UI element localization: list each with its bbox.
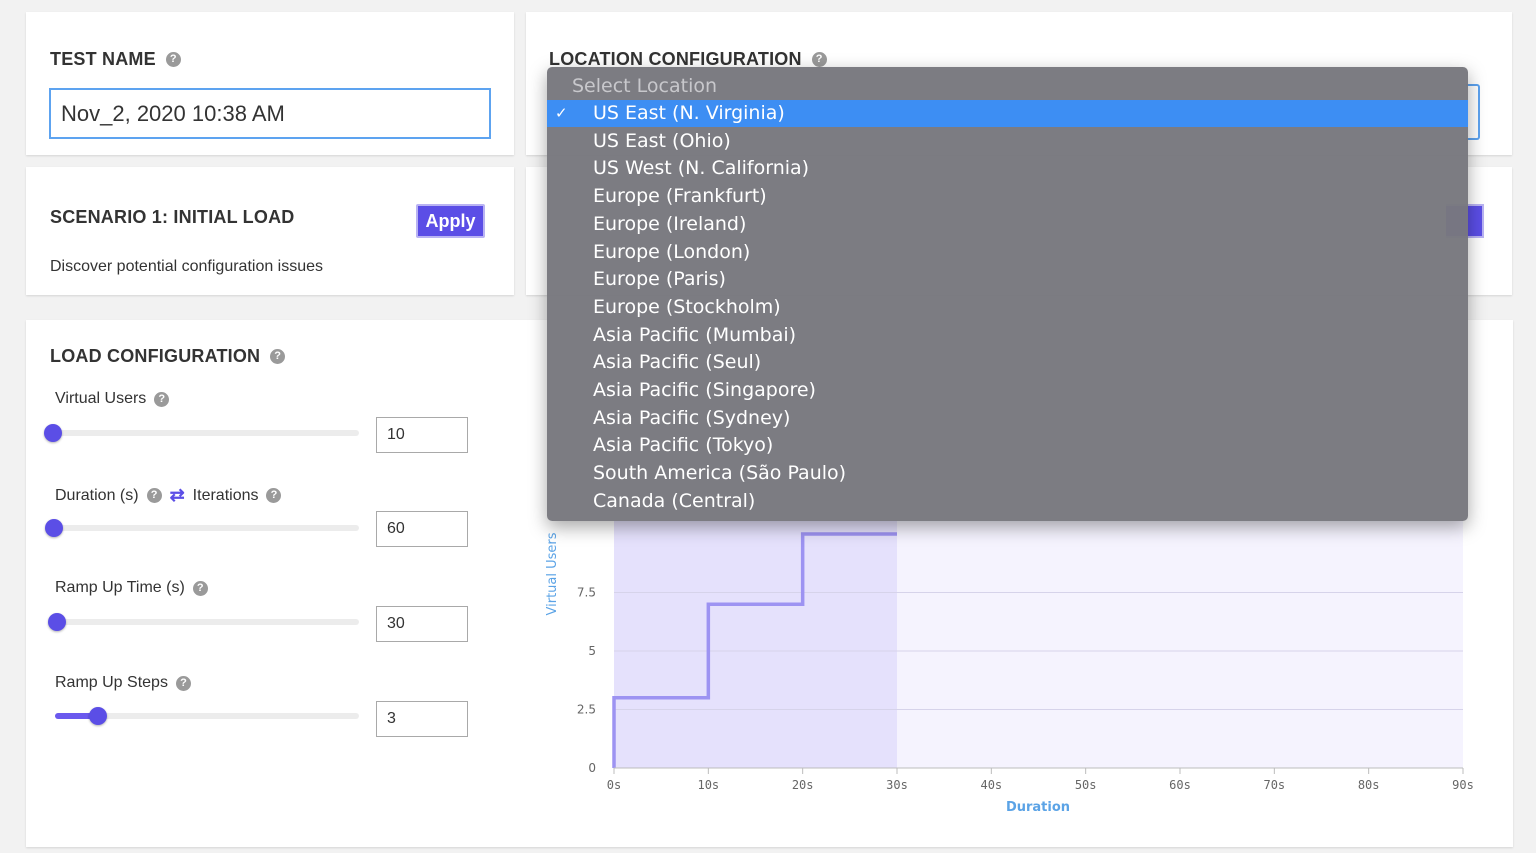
- y-tick-label: 0: [588, 761, 596, 775]
- y-tick-label: 7.5: [577, 586, 596, 600]
- help-icon[interactable]: ?: [266, 488, 282, 503]
- y-tick-label: 5: [588, 644, 596, 658]
- location-option-label: US East (N. Virginia): [593, 102, 785, 124]
- location-option[interactable]: South America (São Paulo): [547, 460, 1468, 487]
- location-option[interactable]: Europe (Ireland): [547, 211, 1468, 238]
- help-icon[interactable]: ?: [270, 349, 286, 364]
- chart-y-axis-label: Virtual Users: [545, 532, 560, 615]
- ramp-up-time-label-row: Ramp Up Time (s) ?: [55, 579, 208, 597]
- location-dropdown[interactable]: Select Location ✓ US East (N. Virginia) US…: [547, 67, 1468, 521]
- location-option-label: Europe (Stockholm): [593, 295, 781, 318]
- x-tick-label: 30s: [886, 778, 908, 792]
- location-option-label: Asia Pacific (Tokyo): [593, 434, 774, 457]
- location-option-label: Asia Pacific (Mumbai): [593, 323, 797, 346]
- chart-x-axis-label: Duration: [1006, 800, 1070, 815]
- x-tick-label: 90s: [1452, 778, 1474, 792]
- y-ticks: 0 2.5 5 7.5: [577, 586, 596, 775]
- location-option-label: Asia Pacific (Singapore): [593, 379, 816, 401]
- help-icon[interactable]: ?: [154, 391, 170, 407]
- virtual-users-slider-track[interactable]: [55, 430, 359, 436]
- location-option[interactable]: Asia Pacific (Seul): [547, 349, 1468, 376]
- ramp-up-steps-slider-fill: [55, 713, 99, 719]
- location-config-title-row: LOCATION CONFIGURATION ?: [549, 49, 827, 70]
- test-name-title: TEST NAME: [50, 49, 156, 69]
- iterations-label[interactable]: Iterations: [192, 486, 259, 504]
- ramp-up-time-label: Ramp Up Time (s): [55, 579, 185, 596]
- location-option-label: South America (São Paulo): [593, 462, 847, 485]
- ramp-up-steps-slider-thumb[interactable]: [89, 707, 107, 725]
- help-icon[interactable]: ?: [175, 675, 191, 691]
- location-option-label: Europe (London): [593, 240, 751, 263]
- x-tick-label: 10s: [697, 778, 719, 792]
- x-ticks: 0s 10s 20s 30s 40s 50s 60s 70s 80s 90s: [607, 768, 1474, 792]
- location-option[interactable]: Asia Pacific (Tokyo): [547, 432, 1468, 459]
- scenario-title: SCENARIO 1: INITIAL LOAD: [50, 207, 295, 227]
- location-option[interactable]: Europe (London): [547, 239, 1468, 266]
- duration-label: Duration (s): [55, 486, 139, 504]
- ramp-up-steps-label-row: Ramp Up Steps ?: [55, 674, 191, 692]
- scenario-description: Discover potential configuration issues: [50, 258, 324, 275]
- swap-arrows-icon[interactable]: ⇄: [169, 485, 185, 505]
- location-option-label: US East (Ohio): [593, 129, 731, 152]
- location-option[interactable]: Europe (Frankfurt): [547, 183, 1468, 210]
- test-name-title-row: TEST NAME ?: [50, 49, 181, 70]
- location-option[interactable]: Europe (Stockholm): [547, 294, 1468, 321]
- load-config-title-row: LOAD CONFIGURATION ?: [50, 346, 286, 367]
- test-name-input[interactable]: [49, 88, 491, 139]
- x-tick-label: 60s: [1169, 778, 1191, 792]
- location-option[interactable]: Asia Pacific (Mumbai): [547, 322, 1468, 349]
- virtual-users-slider-thumb[interactable]: [44, 424, 62, 442]
- ramp-up-time-slider-thumb[interactable]: [48, 613, 66, 631]
- help-icon[interactable]: ?: [811, 52, 827, 67]
- location-config-title: LOCATION CONFIGURATION: [549, 49, 802, 69]
- y-tick-label: 2.5: [577, 703, 596, 717]
- ramp-up-steps-slider-track[interactable]: [55, 713, 359, 719]
- x-tick-label: 70s: [1263, 778, 1285, 792]
- duration-input[interactable]: [376, 511, 468, 547]
- help-icon[interactable]: ?: [146, 488, 162, 503]
- location-option-label: Asia Pacific (Seul): [593, 351, 762, 374]
- location-option[interactable]: ✓ US East (N. Virginia): [547, 100, 1468, 127]
- virtual-users-label-row: Virtual Users ?: [55, 390, 170, 408]
- ramp-up-time-slider-track[interactable]: [55, 619, 359, 625]
- x-tick-label: 20s: [792, 778, 814, 792]
- ramp-up-steps-input[interactable]: [376, 701, 468, 737]
- series-line: [612, 532, 897, 768]
- location-dropdown-placeholder: Select Location: [572, 75, 718, 97]
- x-tick-label: 80s: [1358, 778, 1380, 792]
- location-option[interactable]: Canada (Central): [547, 488, 1468, 515]
- ramp-up-time-input[interactable]: [376, 606, 468, 642]
- location-option-label: Asia Pacific (Sydney): [593, 406, 791, 429]
- check-icon: ✓: [555, 104, 568, 122]
- chart-plot-area: [614, 520, 1463, 768]
- x-tick-label: 0s: [607, 778, 621, 792]
- virtual-users-input[interactable]: [376, 417, 468, 453]
- apply-button[interactable]: Apply: [416, 204, 485, 238]
- location-option[interactable]: US West (N. California): [547, 155, 1468, 182]
- chart-gridlines: [614, 592, 1463, 711]
- location-option-label: Canada (Central): [593, 489, 756, 512]
- load-config-title: LOAD CONFIGURATION: [50, 346, 261, 366]
- duration-slider-track[interactable]: [55, 525, 359, 531]
- virtual-users-label: Virtual Users: [55, 390, 147, 407]
- duration-label-row: Duration (s) ? ⇄ Iterations ?: [55, 485, 282, 506]
- duration-slider-thumb[interactable]: [45, 519, 63, 537]
- location-option-label: Europe (Ireland): [593, 212, 747, 235]
- x-tick-label: 50s: [1075, 778, 1097, 792]
- location-option-label: Europe (Frankfurt): [593, 185, 767, 208]
- location-option-label: US West (N. California): [593, 157, 810, 180]
- location-select-edge[interactable]: [1466, 84, 1480, 140]
- location-option-label: Europe (Paris): [593, 268, 726, 291]
- location-option[interactable]: US East (Ohio): [547, 128, 1468, 155]
- load-chart: 0s 10s 20s 30s 40s 50s 60s 70s 80s 90s 0 2.5 5 7.5 D…: [545, 520, 1474, 815]
- location-option[interactable]: Europe (Paris): [547, 266, 1468, 293]
- help-icon[interactable]: ?: [192, 580, 208, 596]
- location-option[interactable]: Asia Pacific (Sydney): [547, 405, 1468, 432]
- x-tick-label: 40s: [980, 778, 1002, 792]
- test-name-card: TEST NAME ?: [26, 12, 514, 155]
- ramp-up-steps-label: Ramp Up Steps: [55, 674, 168, 691]
- location-option[interactable]: Asia Pacific (Singapore): [547, 377, 1468, 404]
- help-icon[interactable]: ?: [165, 52, 181, 67]
- scenario-card: SCENARIO 1: INITIAL LOAD Apply Discover …: [26, 167, 514, 295]
